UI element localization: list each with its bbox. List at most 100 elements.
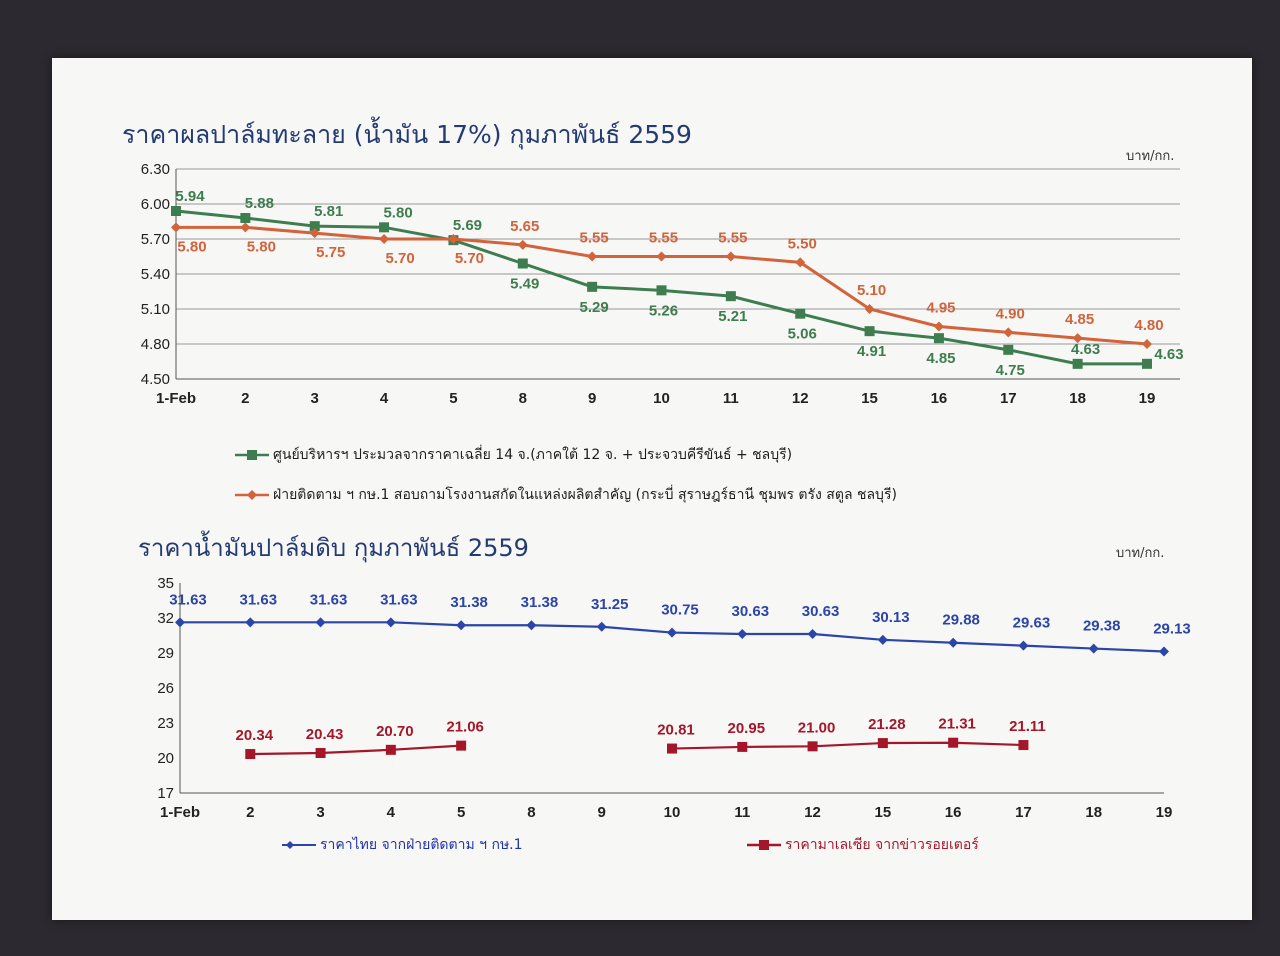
chart1-x-tick-label: 18 bbox=[1069, 390, 1086, 407]
chart2-series2-point bbox=[667, 743, 677, 754]
chart1-series2-data-label: 5.55 bbox=[718, 230, 747, 247]
chart1-series1-point bbox=[725, 291, 736, 302]
chart1-y-tick-label: 5.40 bbox=[141, 266, 170, 283]
chart1-y-tick-label: 5.10 bbox=[141, 301, 170, 318]
chart2-series2-data-label: 20.81 bbox=[657, 722, 695, 739]
chart2-y-tick-label: 29 bbox=[157, 645, 174, 662]
chart2-series2-point bbox=[315, 747, 326, 758]
chart1-x-tick-label: 11 bbox=[723, 390, 739, 407]
chart2-series1-data-label: 29.13 bbox=[1153, 620, 1191, 637]
chart1-series2-point bbox=[1072, 333, 1083, 344]
chart2-series1-data-label: 29.38 bbox=[1083, 618, 1121, 635]
chart1-y-tick-label: 6.00 bbox=[141, 196, 170, 213]
chart2-x-tick-label: 9 bbox=[598, 804, 606, 821]
chart1-x-tick-label: 5 bbox=[449, 390, 457, 407]
chart2-legend-series2: ราคามาเลเซีย จากข่าวรอยเตอร์ bbox=[747, 834, 979, 856]
chart1-series1-data-label: 5.29 bbox=[580, 299, 609, 316]
chart1-series2-data-label: 5.55 bbox=[649, 230, 678, 247]
chart2-series1-point bbox=[877, 634, 888, 645]
chart1-x-tick-label: 10 bbox=[653, 390, 670, 407]
chart2-series2-data-label: 20.70 bbox=[376, 723, 414, 740]
chart1-unit: บาท/กก. bbox=[1126, 149, 1175, 164]
chart1-series1-point bbox=[171, 206, 181, 216]
chart2-x-tick-label: 19 bbox=[1156, 804, 1173, 821]
chart1-series1-data-label: 5.80 bbox=[383, 204, 412, 221]
chart2-series2-data-label: 21.06 bbox=[446, 719, 484, 736]
chart1-series2-data-label: 5.80 bbox=[247, 238, 276, 255]
chart1-series2-point bbox=[448, 234, 459, 244]
chart1-series2-data-label: 4.90 bbox=[996, 305, 1025, 322]
chart1-series1-data-label: 5.69 bbox=[453, 217, 482, 234]
chart2-series1-data-label: 30.13 bbox=[872, 609, 910, 626]
chart1-x-tick-label: 9 bbox=[588, 390, 596, 407]
chart1-x-tick-label: 17 bbox=[1000, 390, 1017, 407]
chart2-legend-series1: ราคาไทย จากฝ่ายติดตาม ฯ กษ.1 bbox=[282, 834, 523, 856]
chart2-x-tick-label: 18 bbox=[1085, 804, 1102, 821]
chart1-x-tick-label: 15 bbox=[861, 390, 878, 407]
chart1-series2-data-label: 4.95 bbox=[926, 300, 955, 317]
chart1-series1-data-label: 5.81 bbox=[314, 203, 343, 220]
chart1-x-tick-label: 19 bbox=[1139, 390, 1156, 407]
chart1-series2-data-label: 5.75 bbox=[316, 244, 345, 261]
chart1-series1-point bbox=[864, 326, 875, 337]
chart2-legend-series1-marker bbox=[282, 841, 316, 849]
chart1-x-tick-label: 3 bbox=[311, 390, 319, 407]
chart1-y-tick-label: 5.70 bbox=[141, 231, 170, 248]
chart2-y-tick-label: 23 bbox=[157, 715, 174, 732]
chart2-series2-point bbox=[877, 738, 888, 749]
chart2-series2-point bbox=[737, 741, 748, 752]
chart2-series1-point bbox=[948, 637, 959, 648]
chart2-series1-point bbox=[526, 620, 537, 631]
chart2-series2-line bbox=[250, 744, 462, 756]
chart2-title: ราคาน้ำมันปาล์มดิบ กุมภาพันธ์ 2559 bbox=[138, 534, 529, 562]
chart2-series2-data-label: 20.95 bbox=[728, 720, 766, 737]
chart1-series2-point bbox=[864, 304, 875, 314]
chart2-series1-data-label: 30.63 bbox=[732, 603, 770, 620]
chart1-series2-data-label: 5.10 bbox=[857, 282, 886, 299]
chart1-x-tick-label: 4 bbox=[380, 390, 389, 407]
chart2-series2-data-label: 20.43 bbox=[306, 726, 344, 743]
chart1-series1-point bbox=[1142, 358, 1152, 369]
chart2-y-tick-label: 17 bbox=[157, 785, 174, 802]
chart2-legend-series1-label: ราคาไทย จากฝ่ายติดตาม ฯ กษ.1 bbox=[320, 837, 523, 853]
chart1-series2-point bbox=[1003, 327, 1014, 338]
chart2-series1-data-label: 31.63 bbox=[380, 591, 418, 608]
chart2-series1-data-label: 31.25 bbox=[591, 596, 629, 613]
chart2-series1-point bbox=[807, 628, 818, 639]
chart2-series1-point bbox=[456, 620, 467, 631]
chart1-series2-data-label: 5.70 bbox=[385, 250, 414, 267]
chart1-series2-data-label: 5.50 bbox=[788, 235, 817, 252]
chart2-y-tick-label: 35 bbox=[157, 575, 174, 592]
chart1-x-tick-label: 12 bbox=[792, 390, 809, 407]
chart2-series1-data-label: 31.63 bbox=[310, 591, 348, 608]
chart2-series1-data-label: 31.38 bbox=[521, 594, 559, 611]
chart1-series2-data-label: 4.80 bbox=[1134, 317, 1163, 334]
chart2-x-tick-label: 12 bbox=[804, 804, 821, 821]
chart1-series2-point bbox=[171, 222, 181, 233]
chart2-series1-data-label: 31.63 bbox=[169, 591, 207, 608]
chart2-x-tick-label: 15 bbox=[875, 804, 892, 821]
chart2-x-tick-label: 8 bbox=[527, 804, 535, 821]
chart2-y-tick-label: 20 bbox=[157, 750, 174, 767]
chart2-legend-series2-marker bbox=[747, 840, 781, 850]
chart2-series1-point bbox=[737, 628, 748, 639]
chart2-series2-data-label: 21.31 bbox=[938, 716, 976, 733]
chart2-series1-data-label: 31.38 bbox=[450, 594, 488, 611]
chart1-series2-data-label: 5.55 bbox=[580, 230, 609, 247]
chart2-series1-point bbox=[1018, 640, 1029, 651]
chart1-series1-data-label: 5.49 bbox=[510, 276, 539, 293]
chart1-series2-point bbox=[379, 234, 390, 244]
chart1-series2-point bbox=[309, 228, 320, 239]
chart2-x-tick-label: 17 bbox=[1015, 804, 1032, 821]
chart2-series2-point bbox=[1018, 740, 1029, 751]
chart1-series1-data-label: 5.06 bbox=[788, 326, 817, 343]
chart2-series1-point bbox=[667, 627, 677, 638]
chart1-y-tick-label: 4.80 bbox=[141, 336, 170, 353]
chart1-x-tick-label: 8 bbox=[519, 390, 527, 407]
printed-chart-sheet: ราคาผลปาล์มทะลาย (น้ำมัน 17%) กุมภาพันธ์… bbox=[52, 58, 1252, 920]
chart2-series1-data-label: 29.88 bbox=[942, 612, 980, 629]
chart1-legend-series2-label: ฝ่ายติดตาม ฯ กษ.1 สอบถามโรงงานสกัดในแหล่… bbox=[273, 487, 897, 503]
chart2-x-tick-label: 5 bbox=[457, 804, 465, 821]
chart1-series1-point bbox=[587, 281, 598, 292]
